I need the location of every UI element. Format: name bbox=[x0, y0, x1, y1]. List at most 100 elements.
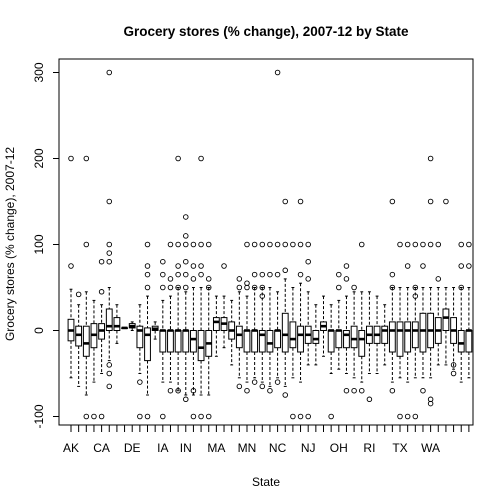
outlier-point bbox=[137, 379, 143, 385]
y-tick-label: 100 bbox=[32, 234, 46, 254]
outlier-point bbox=[359, 241, 365, 248]
outlier-point bbox=[106, 250, 113, 256]
outlier-point bbox=[267, 271, 273, 278]
outlier-point bbox=[397, 413, 403, 420]
box-ny bbox=[327, 304, 335, 420]
box-body bbox=[404, 321, 412, 353]
box-co bbox=[105, 69, 113, 390]
box-mo bbox=[251, 241, 259, 385]
box-body bbox=[235, 325, 243, 349]
box-md bbox=[220, 263, 228, 349]
outlier-point bbox=[75, 291, 82, 298]
outlier-point bbox=[244, 387, 250, 394]
box-body bbox=[350, 325, 358, 349]
box-wi bbox=[434, 241, 442, 366]
outlier-point bbox=[183, 284, 189, 291]
box-nc bbox=[274, 69, 281, 385]
outlier-point bbox=[412, 293, 419, 299]
box-body bbox=[82, 325, 90, 357]
outlier-point bbox=[167, 241, 174, 248]
x-tick-label: MA bbox=[207, 441, 225, 455]
outlier-point bbox=[282, 267, 288, 274]
outlier-point bbox=[259, 241, 266, 248]
outlier-point bbox=[443, 198, 449, 205]
outlier-point bbox=[458, 284, 464, 291]
box-nj bbox=[304, 241, 312, 420]
box-hi bbox=[151, 321, 159, 340]
outlier-point bbox=[106, 198, 113, 205]
outlier-point bbox=[466, 263, 472, 269]
box-or bbox=[350, 284, 358, 394]
outlier-point bbox=[274, 379, 281, 385]
outlier-point bbox=[297, 413, 304, 420]
box-body bbox=[312, 330, 320, 344]
box-nh bbox=[297, 198, 304, 420]
box-pa bbox=[358, 241, 366, 394]
outlier-point bbox=[466, 241, 472, 248]
outlier-point bbox=[91, 413, 97, 420]
outlier-point bbox=[236, 284, 243, 291]
outlier-point bbox=[297, 198, 304, 205]
box-body bbox=[396, 321, 404, 357]
box-fl bbox=[136, 304, 144, 420]
outlier-point bbox=[160, 271, 166, 278]
outlier-point bbox=[183, 241, 189, 248]
box-va bbox=[411, 241, 419, 420]
outlier-point bbox=[351, 387, 357, 394]
outlier-point bbox=[259, 383, 266, 390]
outlier-point bbox=[412, 284, 419, 291]
box-body bbox=[113, 317, 121, 332]
outlier-point bbox=[183, 396, 189, 403]
outlier-point bbox=[328, 413, 334, 420]
outlier-point bbox=[282, 392, 288, 398]
box-body bbox=[136, 325, 144, 349]
y-axis: -100 0 100 200 300 bbox=[32, 62, 59, 429]
box-la bbox=[205, 241, 213, 420]
outlier-point bbox=[205, 276, 212, 282]
outlier-point bbox=[397, 241, 403, 248]
outlier-point bbox=[343, 263, 350, 269]
x-tick-label: WA bbox=[421, 441, 440, 455]
x-tick-label: NC bbox=[269, 441, 287, 455]
box-ak bbox=[67, 155, 75, 379]
box-ks bbox=[190, 241, 197, 420]
box-body bbox=[419, 312, 427, 353]
box-de bbox=[128, 321, 136, 331]
x-tick-label: AK bbox=[63, 441, 79, 455]
box-body bbox=[289, 321, 297, 349]
outlier-point bbox=[175, 271, 181, 278]
outlier-point bbox=[282, 241, 288, 248]
plot-frame bbox=[58, 58, 474, 426]
box-ut bbox=[404, 241, 412, 420]
box-nm bbox=[312, 304, 320, 366]
box-al bbox=[75, 291, 83, 387]
outlier-point bbox=[389, 284, 396, 291]
box-body bbox=[251, 330, 259, 353]
outlier-point bbox=[221, 263, 227, 269]
outlier-point bbox=[404, 241, 411, 248]
box-body bbox=[327, 330, 335, 353]
outlier-point bbox=[190, 387, 197, 394]
outlier-point bbox=[198, 413, 204, 420]
outlier-point bbox=[420, 387, 426, 394]
x-axis-label: State bbox=[252, 475, 280, 489]
box-body bbox=[182, 330, 190, 353]
box-ne bbox=[289, 241, 297, 420]
outlier-point bbox=[106, 69, 113, 76]
box-ms bbox=[258, 241, 266, 390]
box-body bbox=[457, 330, 465, 353]
outlier-point bbox=[68, 263, 74, 269]
outlier-point bbox=[267, 387, 273, 394]
box-ok bbox=[343, 263, 350, 394]
outlier-point bbox=[175, 387, 181, 394]
outlier-point bbox=[435, 276, 442, 282]
box-sd bbox=[381, 304, 389, 366]
box-ar bbox=[82, 155, 90, 420]
outlier-point bbox=[175, 263, 181, 269]
outlier-point bbox=[351, 284, 357, 291]
outlier-point bbox=[404, 263, 411, 269]
outlier-point bbox=[83, 155, 90, 162]
outlier-point bbox=[297, 241, 304, 248]
outlier-point bbox=[389, 271, 396, 278]
